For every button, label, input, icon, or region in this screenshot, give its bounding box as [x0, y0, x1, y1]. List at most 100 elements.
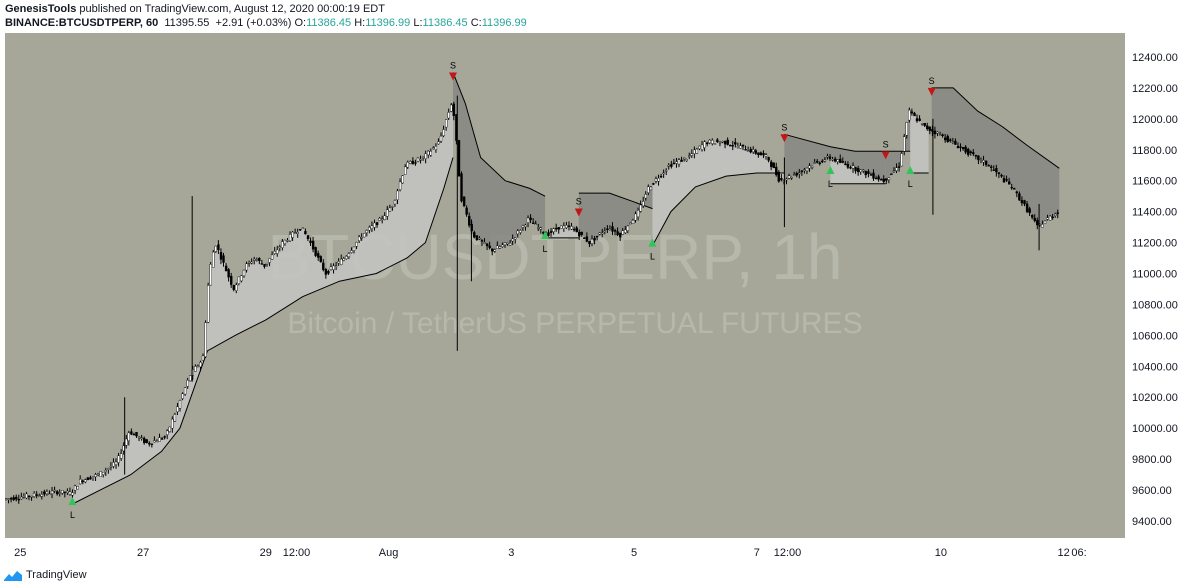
candle	[984, 160, 988, 167]
candle	[826, 153, 829, 160]
trail-band-7	[885, 111, 911, 181]
candle	[619, 232, 622, 241]
candle-body	[872, 172, 875, 179]
candle-body	[823, 159, 827, 162]
candle-body	[1028, 208, 1031, 214]
candle	[821, 159, 824, 164]
candle	[944, 133, 947, 143]
candle-body	[501, 244, 504, 247]
time-tick-label: 12	[1057, 547, 1069, 559]
candle	[511, 234, 514, 246]
candle	[1000, 173, 1003, 178]
price-tick-label: 12000.00	[1132, 114, 1178, 126]
candle-body	[611, 226, 614, 232]
candle	[61, 490, 64, 495]
candle	[40, 491, 43, 500]
candle	[667, 163, 670, 170]
candle	[895, 163, 898, 174]
candle-body	[521, 225, 525, 228]
candle-body	[954, 140, 957, 145]
candle	[721, 140, 724, 144]
candle-body	[119, 453, 123, 459]
candle	[744, 145, 747, 151]
candle	[324, 267, 328, 279]
candle-body	[849, 166, 852, 169]
candle	[58, 489, 61, 497]
candle-body	[450, 104, 453, 112]
candle-body	[951, 141, 955, 143]
candle-body	[580, 231, 583, 235]
candle-body	[524, 224, 527, 227]
candle	[140, 434, 143, 441]
candle	[570, 222, 573, 231]
candle-body	[424, 153, 427, 159]
candle-body	[915, 118, 919, 122]
candle	[50, 486, 54, 499]
candle	[322, 259, 325, 272]
candle-body	[777, 171, 780, 182]
price-axis[interactable]	[1125, 33, 1195, 538]
candle	[790, 176, 793, 180]
tradingview-logo-icon[interactable]	[4, 569, 22, 581]
author-name[interactable]: GenesisTools	[5, 3, 77, 15]
candle	[1005, 175, 1008, 183]
candle	[404, 164, 407, 175]
candle	[521, 224, 525, 231]
candle	[739, 142, 742, 149]
candle-body	[900, 153, 903, 167]
candle	[501, 242, 504, 248]
candle	[340, 254, 343, 266]
candle-body	[342, 258, 345, 261]
candle-body	[721, 141, 724, 143]
price-tick-label: 11800.00	[1132, 145, 1177, 157]
candle	[905, 121, 908, 139]
long-signal-label: L	[70, 510, 75, 520]
candle-body	[979, 159, 983, 161]
candle-body	[723, 140, 727, 145]
time-axis-labels: 25 27 29 12:00 Aug 3 5 7 12:00 10 12 06:	[14, 547, 1086, 559]
candle	[808, 163, 811, 172]
price-chart[interactable]: BTCUSDTPERP, 1h Bitcoin / TetherUS PERPE…	[4, 33, 1195, 566]
candle	[864, 170, 867, 179]
candle-body	[219, 252, 223, 260]
candle	[194, 364, 197, 372]
time-axis[interactable]	[5, 538, 1195, 566]
candle	[729, 144, 732, 147]
candle-body	[27, 495, 31, 498]
candle-body	[624, 229, 627, 233]
candle-body	[432, 147, 435, 149]
candle-body	[411, 160, 415, 165]
candle-body	[680, 159, 683, 162]
candle-body	[833, 158, 837, 162]
trail-stop-lines	[72, 72, 1060, 505]
candle	[954, 138, 957, 145]
candle-body	[1005, 179, 1008, 181]
candle-body	[539, 227, 542, 230]
chart-area[interactable]: BTCUSDTPERP, 1h Bitcoin / TetherUS PERPE…	[4, 33, 1195, 566]
candle	[1008, 177, 1011, 185]
candle	[247, 260, 251, 267]
time-tick-label: 3	[508, 547, 514, 559]
candle	[833, 156, 837, 163]
candle	[731, 140, 734, 151]
candle-body	[803, 169, 806, 171]
candle-body	[836, 159, 839, 162]
short-signal-label: S	[576, 197, 582, 207]
candle	[734, 138, 737, 148]
candle	[654, 176, 658, 184]
candle	[409, 160, 412, 165]
candle	[662, 169, 665, 179]
candle	[562, 222, 566, 232]
candle	[360, 233, 363, 241]
candle	[99, 471, 102, 478]
candle	[358, 235, 361, 243]
candle	[780, 174, 783, 182]
candle	[949, 138, 952, 143]
candle	[22, 493, 26, 499]
candle	[196, 364, 200, 368]
candle	[867, 169, 870, 178]
candle-body	[393, 200, 397, 205]
candle-body	[677, 159, 681, 165]
footer-brand[interactable]: TradingView	[26, 569, 87, 581]
candle-body	[478, 237, 481, 240]
